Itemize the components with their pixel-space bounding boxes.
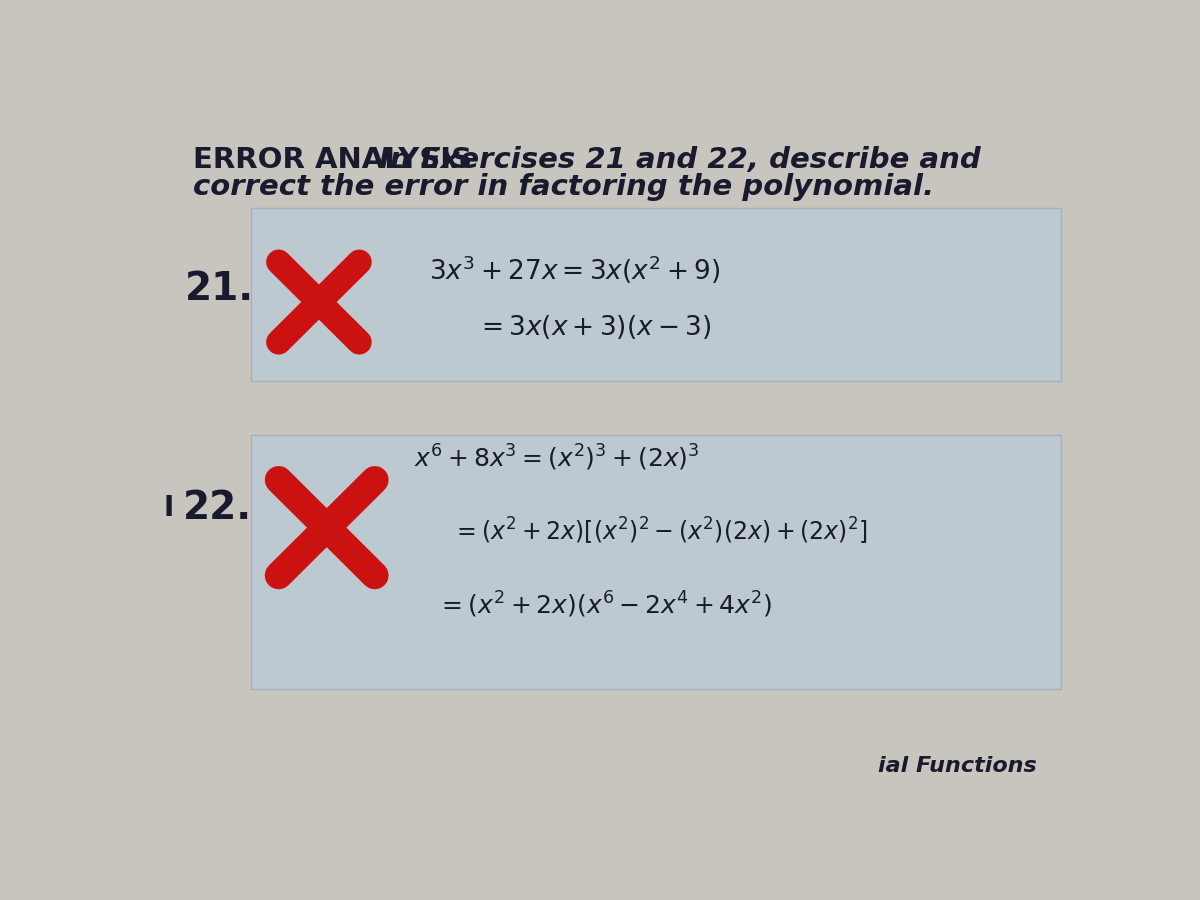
FancyBboxPatch shape [251, 436, 1061, 689]
Text: correct the error in factoring the polynomial.: correct the error in factoring the polyn… [193, 174, 934, 202]
Text: 22.: 22. [182, 490, 252, 527]
Text: $= (x^2 + 2x)[(x^2)^2 - (x^2)(2x) + (2x)^2]$: $= (x^2 + 2x)[(x^2)^2 - (x^2)(2x) + (2x)… [452, 516, 868, 547]
Text: In Exercises 21 and 22, describe and: In Exercises 21 and 22, describe and [379, 147, 980, 175]
Text: I: I [164, 494, 174, 522]
Text: ial Functions: ial Functions [878, 756, 1037, 777]
Text: $x^6 + 8x^3 = (x^2)^3 + (2x)^3$: $x^6 + 8x^3 = (x^2)^3 + (2x)^3$ [414, 443, 700, 473]
Text: ERROR ANALYSIS: ERROR ANALYSIS [193, 147, 472, 175]
Text: $3x^3 + 27x = 3x(x^2 + 9)$: $3x^3 + 27x = 3x(x^2 + 9)$ [430, 254, 720, 286]
FancyBboxPatch shape [251, 208, 1061, 382]
Text: $= (x^2 + 2x)(x^6 - 2x^4 + 4x^2)$: $= (x^2 + 2x)(x^6 - 2x^4 + 4x^2)$ [437, 590, 772, 620]
Text: $= 3x(x + 3)(x - 3)$: $= 3x(x + 3)(x - 3)$ [475, 313, 710, 341]
Text: 21.: 21. [185, 270, 254, 308]
